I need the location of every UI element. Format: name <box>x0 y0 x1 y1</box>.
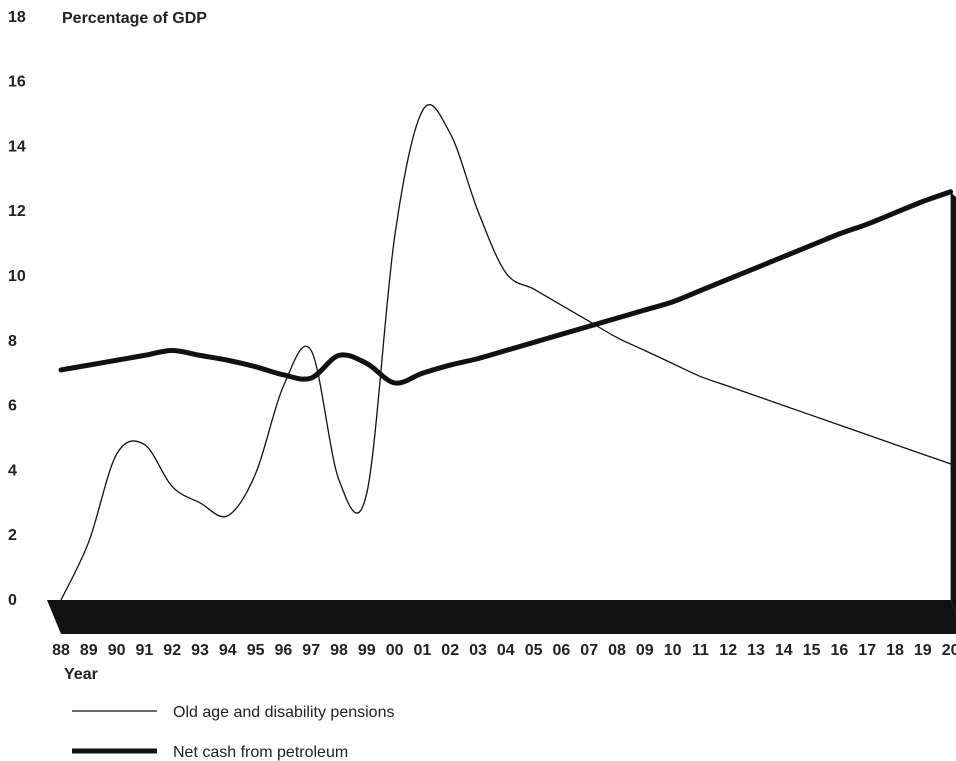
x-tick-label: 90 <box>108 642 126 659</box>
x-tick-label: 11 <box>692 642 709 659</box>
y-tick-label: 18 <box>8 9 26 26</box>
x-axis-label: Year <box>64 666 98 683</box>
x-tick-label: 04 <box>497 642 515 659</box>
y-tick-label: 8 <box>8 333 17 350</box>
x-tick-label: 00 <box>386 642 404 659</box>
x-tick-label: 19 <box>914 642 932 659</box>
x-tick-label: 05 <box>525 642 543 659</box>
axis-baseline-band <box>47 600 956 634</box>
x-tick-label: 18 <box>886 642 904 659</box>
series-line-petroleum <box>58 189 954 386</box>
x-tick-label: 91 <box>136 642 154 659</box>
chart-title: Percentage of GDP <box>62 10 207 27</box>
x-tick-label: 08 <box>608 642 626 659</box>
x-tick-label: 16 <box>831 642 849 659</box>
y-tick-label: 4 <box>8 462 17 479</box>
x-tick-label: 93 <box>191 642 209 659</box>
x-tick-label: 14 <box>775 642 793 659</box>
x-tick-label: 01 <box>414 642 432 659</box>
y-tick-label: 10 <box>8 268 26 285</box>
y-tick-label: 2 <box>8 527 17 544</box>
x-tick-label: 09 <box>636 642 654 659</box>
x-tick-label: 94 <box>219 642 237 659</box>
series-lines <box>58 104 954 601</box>
x-tick-label: 97 <box>302 642 320 659</box>
x-tick-label: 07 <box>580 642 598 659</box>
x-tick-label: 03 <box>469 642 487 659</box>
y-tick-label: 0 <box>8 592 17 609</box>
x-tick-label: 95 <box>247 642 265 659</box>
x-tick-label: 10 <box>664 642 682 659</box>
x-tick-label: 98 <box>330 642 348 659</box>
x-tick-label: 92 <box>163 642 181 659</box>
y-tick-label: 16 <box>8 74 26 91</box>
x-tick-label: 99 <box>358 642 376 659</box>
legend: Old age and disability pensions Net cash… <box>72 704 394 761</box>
x-tick-label: 06 <box>553 642 571 659</box>
y-axis-ticks: 0 2 4 6 8 10 12 14 16 18 <box>8 9 26 609</box>
legend-label-pensions: Old age and disability pensions <box>173 704 394 721</box>
x-tick-label: 89 <box>80 642 98 659</box>
x-tick-label: 12 <box>719 642 737 659</box>
x-axis-base <box>47 191 956 634</box>
axis-right-band <box>950 191 956 616</box>
x-tick-label: 20 <box>942 642 956 659</box>
x-tick-label: 02 <box>441 642 459 659</box>
y-tick-label: 12 <box>8 203 26 220</box>
x-tick-label: 13 <box>747 642 765 659</box>
series-line-pensions <box>60 104 952 601</box>
x-tick-label: 88 <box>52 642 70 659</box>
y-tick-label: 14 <box>8 138 26 155</box>
legend-label-petroleum: Net cash from petroleum <box>173 744 348 761</box>
x-axis-ticks: 88 89 90 91 92 93 94 95 96 97 98 99 00 01 02 03 04 05 06 07… <box>52 642 956 659</box>
y-tick-label: 6 <box>8 398 17 415</box>
x-tick-label: 15 <box>803 642 821 659</box>
x-tick-label: 96 <box>275 642 293 659</box>
x-tick-label: 17 <box>858 642 876 659</box>
